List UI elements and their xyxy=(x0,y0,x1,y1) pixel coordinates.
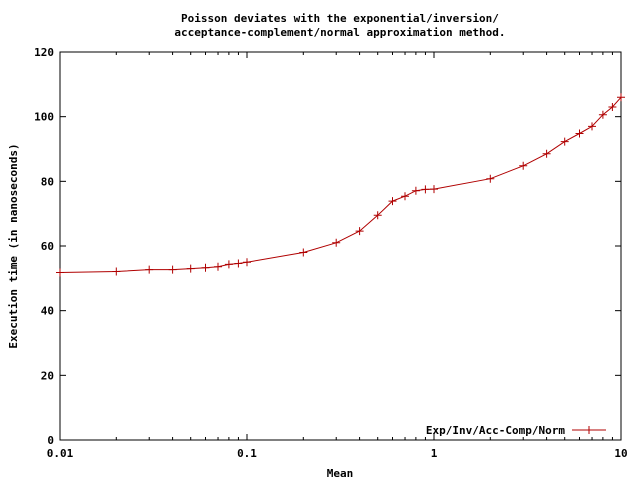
data-point xyxy=(332,238,341,247)
plot-frame xyxy=(59,51,622,441)
x-axis-label: Mean xyxy=(327,467,354,480)
x-axis: 0.01 0.1 1 10 xyxy=(47,52,628,460)
x-tick-label: 0.01 xyxy=(47,447,74,460)
data-point xyxy=(186,264,195,273)
data-point xyxy=(112,267,121,276)
y-axis-label: Execution time (in nanoseconds) xyxy=(7,143,20,348)
y-tick-label: 40 xyxy=(41,305,54,318)
data-point xyxy=(617,93,625,102)
x-tick-label: 0.1 xyxy=(237,447,257,460)
y-tick-label: 100 xyxy=(34,111,54,124)
series-layer xyxy=(56,93,625,277)
data-point xyxy=(373,211,382,220)
data-point xyxy=(56,268,64,277)
data-point xyxy=(299,248,308,257)
data-point xyxy=(168,265,177,274)
y-tick-label: 80 xyxy=(41,175,54,188)
legend-label: Exp/Inv/Acc-Comp/Norm xyxy=(426,424,565,437)
data-point xyxy=(234,259,243,268)
data-point xyxy=(201,263,210,272)
data-point xyxy=(575,129,584,138)
y-tick-label: 20 xyxy=(41,369,54,382)
data-point xyxy=(486,174,495,183)
data-point xyxy=(401,192,409,201)
data-point xyxy=(214,262,222,271)
data-point xyxy=(355,227,364,236)
data-point xyxy=(145,265,154,274)
data-point xyxy=(243,258,251,267)
data-point xyxy=(388,197,397,206)
y-tick-label: 0 xyxy=(47,434,54,447)
data-point xyxy=(411,186,420,195)
data-point xyxy=(588,122,596,131)
data-point xyxy=(430,185,438,194)
y-axis: 0 20 40 60 80 100 120 xyxy=(34,46,621,447)
data-point xyxy=(224,260,233,269)
series-line xyxy=(59,96,622,273)
data-point xyxy=(519,161,528,170)
x-tick-label: 10 xyxy=(614,447,627,460)
x-tick-label: 1 xyxy=(431,447,438,460)
legend: Exp/Inv/Acc-Comp/Norm xyxy=(426,424,606,437)
y-tick-label: 60 xyxy=(41,240,54,253)
data-point xyxy=(421,185,430,194)
data-point xyxy=(542,149,551,158)
data-point xyxy=(608,103,617,111)
data-point xyxy=(598,110,607,119)
legend-marker xyxy=(585,426,593,434)
chart-title-line-2: acceptance-complement/normal approximati… xyxy=(174,26,505,39)
data-point xyxy=(560,137,569,146)
y-tick-label: 120 xyxy=(34,46,54,59)
chart-title-line-1: Poisson deviates with the exponential/in… xyxy=(181,12,499,25)
